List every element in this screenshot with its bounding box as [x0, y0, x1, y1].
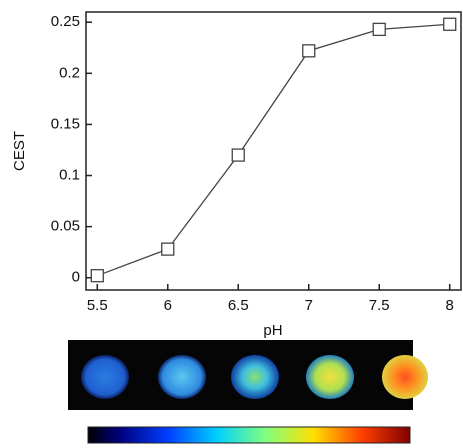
y-tick-label: 0 [72, 269, 80, 286]
marker [162, 243, 174, 255]
marker [232, 149, 244, 161]
marker [373, 23, 385, 35]
colorbar [88, 427, 410, 443]
y-tick-label: 0.15 [51, 115, 80, 132]
y-tick-label: 0.1 [59, 166, 80, 183]
y-tick-label: 0.2 [59, 64, 80, 81]
figure: CEST pH 0 0.05 0.1 0.15 0.2 0.25 5.5 6 6.5 7 7.5 8 [0, 0, 463, 448]
phantom-images [68, 340, 428, 410]
x-tick-label: 7.5 [369, 297, 390, 314]
x-tick-label: 7 [305, 297, 313, 314]
y-tick-label: 0.25 [51, 13, 80, 30]
marker [91, 270, 103, 282]
phantom [158, 355, 206, 399]
y-axis-label: CEST [11, 131, 28, 171]
marker [444, 18, 456, 30]
x-tick-label: 6 [164, 297, 172, 314]
x-tick-label: 6.5 [228, 297, 249, 314]
plot-frame [86, 12, 461, 290]
phantom [382, 355, 428, 399]
x-tick-label: 8 [446, 297, 454, 314]
phantom [231, 355, 279, 399]
y-tick-label: 0.05 [51, 218, 80, 235]
x-axis-label: pH [263, 322, 282, 339]
x-tick-label: 5.5 [87, 297, 108, 314]
phantom [306, 355, 354, 399]
line [97, 24, 449, 275]
phantom [81, 355, 129, 399]
marker [303, 45, 315, 57]
